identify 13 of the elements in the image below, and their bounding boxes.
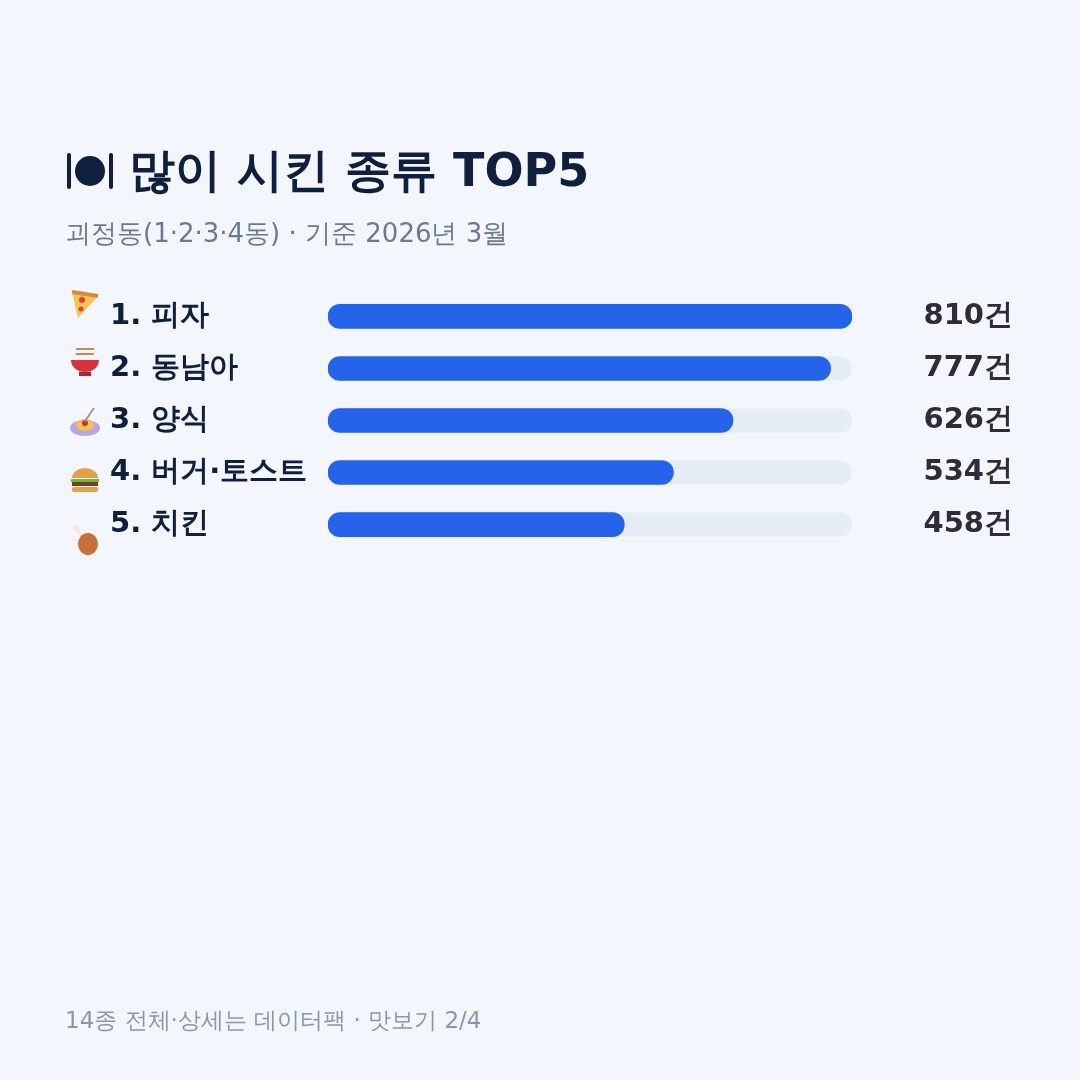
data-label: 777건 <box>923 348 1013 383</box>
data-label: 458건 <box>923 505 1013 540</box>
data-label: 810건 <box>923 296 1013 331</box>
data-label: 534건 <box>923 453 1013 488</box>
chart-title: 많이 시킨 종류 TOP5 <box>129 142 590 199</box>
y-tick-label: 3. 양식 <box>110 401 210 436</box>
y-tick-label: 2. 동남아 <box>110 348 239 383</box>
y-tick-label: 5. 치킨 <box>110 505 210 540</box>
chart-subtitle: 괴정동(1·2·3·4동) · 기준 2026년 3월 <box>65 217 509 250</box>
y-tick-label: 4. 버거·토스트 <box>110 453 308 488</box>
y-tick-label: 1. 피자 <box>110 296 210 331</box>
data-label: 626건 <box>923 401 1013 436</box>
text: 14종 전체·상세는 데이터팩 · 맛보기 2/4 <box>65 1006 482 1035</box>
